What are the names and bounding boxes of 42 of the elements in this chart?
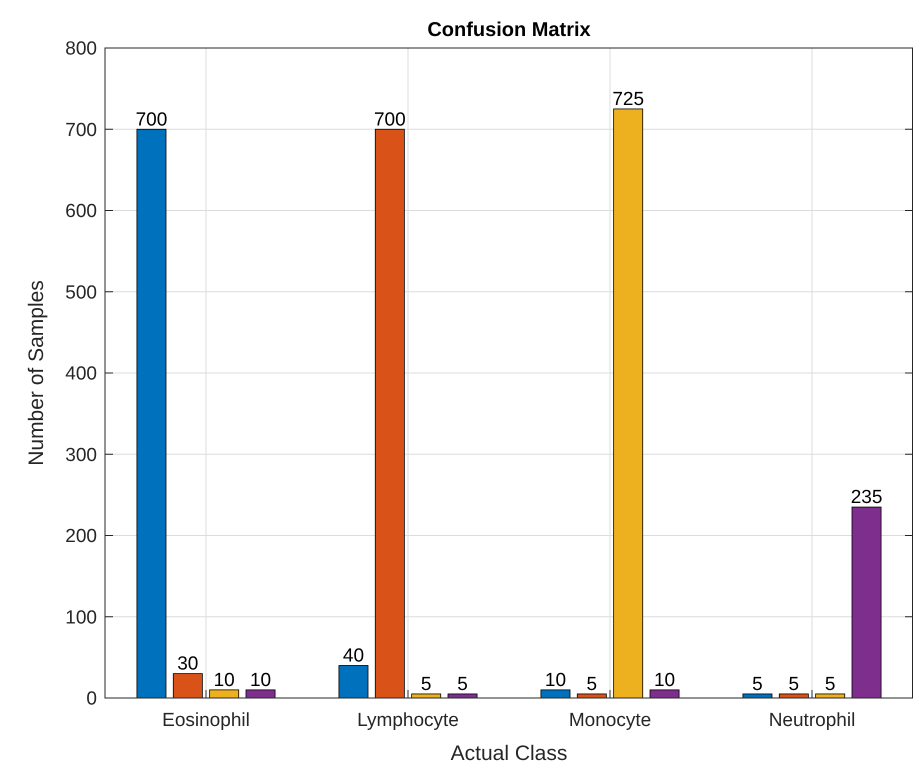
bar [246,689,276,698]
bar [852,506,882,698]
data-label: 5 [420,674,432,695]
data-label: 725 [612,88,644,110]
data-label: 235 [850,487,882,508]
x-axis-title: Actual Class [450,742,568,765]
data-label: 40 [342,646,364,666]
data-label: 5 [752,674,763,695]
y-tick-label: 300 [65,444,97,466]
data-label: 5 [788,674,800,695]
data-label: 10 [250,670,272,691]
data-label: 10 [654,670,676,691]
data-label: 10 [214,670,235,691]
chart-title: Confusion Matrix [427,19,591,41]
bar [172,673,203,698]
data-label: 5 [457,674,468,695]
x-tick-label: Neutrophil [768,710,856,731]
y-tick-label: 800 [65,38,97,60]
bar [650,689,680,698]
y-tick-label: 200 [65,526,97,548]
y-tick-label: 0 [86,688,97,710]
bar [136,128,166,698]
y-tick-label: 100 [65,607,97,628]
y-tick-label: 500 [65,282,97,304]
bar [613,108,644,698]
x-tick-label: Eosinophil [162,710,250,731]
data-label: 10 [544,670,566,691]
y-tick-label: 400 [65,364,97,385]
data-label: 700 [136,109,168,130]
bar [338,665,368,698]
y-tick-label: 600 [65,201,97,222]
y-axis-title: Number of Samples [25,280,48,466]
data-label: 5 [586,674,598,695]
bar [374,128,405,698]
data-label: 30 [177,654,198,675]
bar [540,689,570,698]
data-label: 700 [374,109,406,130]
y-tick-label: 700 [65,120,97,141]
x-tick-label: Monocyte [568,710,652,731]
x-tick-label: Lymphocyte [357,710,459,731]
data-label: 5 [824,674,836,695]
bar [209,689,240,698]
